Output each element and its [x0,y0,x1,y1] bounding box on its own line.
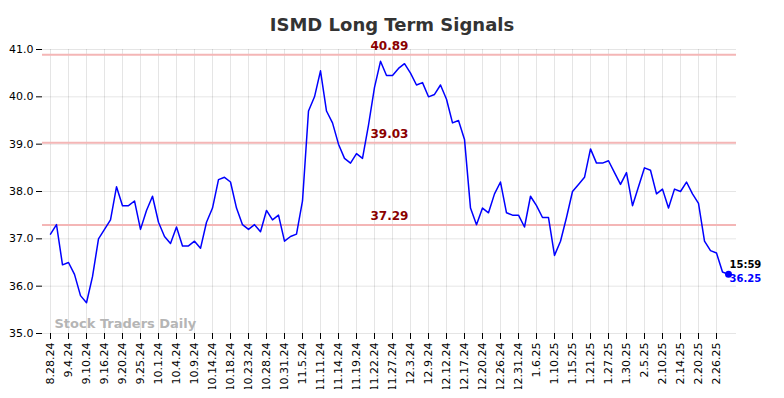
svg-text:12.20.24: 12.20.24 [476,342,489,389]
svg-text:12.26.24: 12.26.24 [494,342,507,389]
svg-text:11.27.24: 11.27.24 [386,342,399,389]
svg-text:10.18.24: 10.18.24 [224,342,237,389]
svg-text:37.29: 37.29 [371,209,409,223]
svg-text:1.10.25: 1.10.25 [548,343,561,385]
svg-text:9.20.24: 9.20.24 [116,343,129,385]
svg-text:9.25.24: 9.25.24 [134,343,147,385]
html-text:ISMD Long Term Signals: ISMD Long Term Signals [269,14,515,35]
svg-text:11.19.24: 11.19.24 [350,342,363,389]
svg-text:2.14.25: 2.14.25 [674,343,687,385]
svg-text:12.3.24: 12.3.24 [404,343,417,385]
svg-text:1.21.25: 1.21.25 [584,343,597,385]
svg-text:39.03: 39.03 [371,127,409,141]
svg-text:9.16.24: 9.16.24 [98,343,111,385]
svg-text:10.23.24: 10.23.24 [242,342,255,389]
svg-text:Stock Traders Daily: Stock Traders Daily [55,316,197,331]
svg-text:12.31.24: 12.31.24 [512,342,525,389]
svg-text:2.26.25: 2.26.25 [710,343,723,385]
svg-text:2.20.25: 2.20.25 [692,343,705,385]
svg-text:36.0: 36.0 [9,280,34,293]
svg-text:2.5.25: 2.5.25 [638,343,651,378]
svg-text:12.9.24: 12.9.24 [422,343,435,385]
svg-text:10.1.24: 10.1.24 [152,343,165,385]
svg-text:12.17.24: 12.17.24 [458,342,471,389]
svg-text:10.14.24: 10.14.24 [206,342,219,389]
svg-text:38.0: 38.0 [9,185,34,198]
svg-text:9.10.24: 9.10.24 [80,343,93,385]
svg-text:12.12.24: 12.12.24 [440,342,453,389]
svg-text:1.30.25: 1.30.25 [620,343,633,385]
svg-text:10.31.24: 10.31.24 [278,342,291,389]
svg-text:40.89: 40.89 [371,39,409,53]
svg-text:36.25: 36.25 [730,273,762,284]
svg-text:10.9.24: 10.9.24 [188,343,201,385]
svg-text:11.22.24: 11.22.24 [368,342,381,389]
svg-text:1.15.25: 1.15.25 [566,343,579,385]
svg-text:11.5.24: 11.5.24 [296,343,309,385]
svg-text:41.0: 41.0 [9,43,34,56]
svg-text:10.4.24: 10.4.24 [170,343,183,385]
svg-text:35.0: 35.0 [9,327,34,340]
svg-text:2.10.25: 2.10.25 [656,343,669,385]
svg-text:11.11.24: 11.11.24 [314,342,327,389]
svg-text:8.28.24: 8.28.24 [44,343,57,385]
svg-text:15:59: 15:59 [730,259,762,270]
svg-text:9.4.24: 9.4.24 [62,343,75,378]
svg-text:11.14.24: 11.14.24 [332,342,345,389]
svg-text:1.27.25: 1.27.25 [602,343,615,385]
svg-text:39.0: 39.0 [9,138,34,151]
svg-text:40.0: 40.0 [9,90,34,103]
svg-text:37.0: 37.0 [9,232,34,245]
svg-text:10.28.24: 10.28.24 [260,342,273,389]
svg-text:1.6.25: 1.6.25 [530,343,543,378]
